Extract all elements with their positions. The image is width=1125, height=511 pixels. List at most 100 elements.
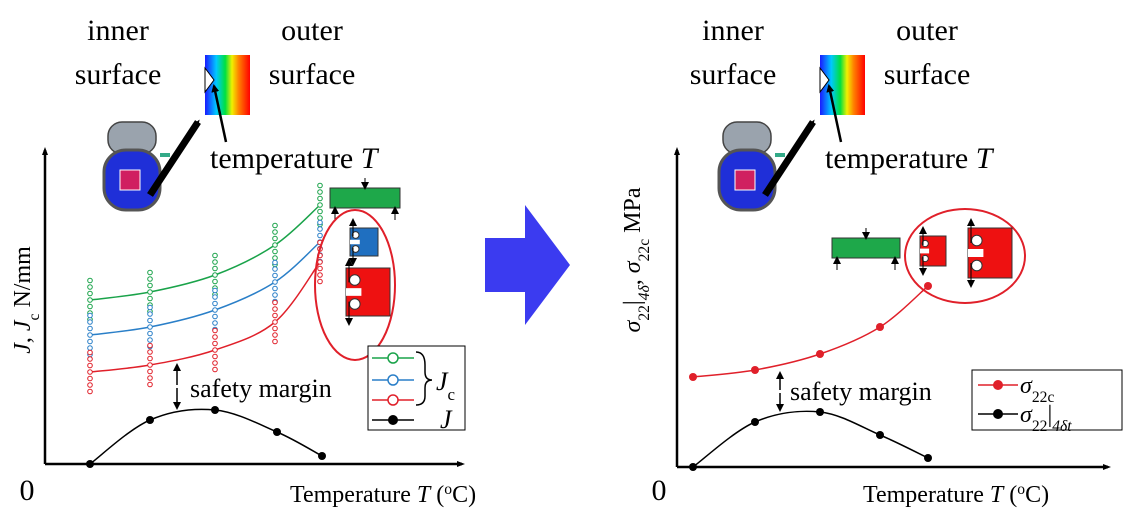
legend-marker [993,380,1003,390]
ct-pin [349,298,361,310]
inner-label-part: inner [87,14,149,47]
crack [819,66,830,94]
temperature-label-part: temperature [210,142,361,175]
vessel-core [119,169,141,191]
jc-point [317,259,323,265]
jc-point [87,290,93,297]
origin-label: 0 [652,474,667,507]
y-axis-label-part: , [620,273,646,285]
beam-specimen [831,237,901,259]
j-point [146,416,154,424]
jc-point [212,265,218,272]
jc-point [272,259,278,266]
outer-label: outer [281,14,343,47]
x-axis-label-part: Temperature [863,482,990,508]
safety-margin-label: safety margin [190,374,332,403]
jc-point [147,304,153,311]
temperature-label-part: T [361,142,380,175]
jc-point [147,355,153,362]
jc-point [87,284,93,290]
outer-label: outer [896,14,958,47]
temperature-label-part: T [976,142,995,175]
temperature-field [205,55,250,115]
ct-pin [349,274,361,286]
legend-label: σ22|4δt [1020,402,1072,435]
jc-point [147,381,153,388]
sigma22-point [816,408,824,416]
jc-point [212,272,218,278]
sigma22c-point [751,366,759,374]
jc-point [87,349,93,356]
y-axis-label-part: N/mm [10,246,36,314]
outer-label-part: outer [281,14,343,47]
inner-label-part: surface [690,58,777,91]
jc-point [212,294,218,300]
inner-label-part: inner [702,14,764,47]
jc-point [272,272,278,279]
jc-point [317,215,323,221]
ct-pin [921,239,929,248]
sigma22-point [924,454,932,462]
jc-point [147,368,153,375]
jc-point [212,278,218,285]
jc-point [212,252,218,259]
jc-curve [89,204,321,301]
ct-notch [968,249,984,257]
y-axis-label-part: , [10,331,36,343]
legend-marker [388,415,398,425]
temperature-label-part: temperature [825,142,976,175]
origin-label: 0 [20,474,35,507]
j-point [318,452,326,460]
jc-point [147,349,153,355]
zoom-arrow [762,119,816,197]
jc-point [272,306,278,312]
jc-point [147,362,153,368]
sigma22c-point [689,373,697,381]
legend-label-part: 4δt [1052,418,1072,435]
jc-point [272,325,278,332]
temperature-label: temperature T [210,142,380,175]
legend-marker [993,409,1003,419]
ct-pin [351,231,360,239]
jc-point [147,295,153,302]
legend-label: J [440,405,453,434]
jc-point [317,182,323,189]
specimen-ring [314,209,396,361]
jc-point [87,338,93,345]
x-axis-label-part: T [417,482,432,508]
jc-point [87,319,93,325]
ct-pin [971,259,983,272]
jc-point [212,353,218,360]
jc-point [272,285,278,292]
zoom-arrow [147,119,201,197]
ct-notch [920,248,930,254]
jc-point [212,300,218,307]
sigma22c-point [924,282,932,290]
x-axis-label: Temperature T (oC) [290,481,476,509]
y-axis-label-part: J [10,342,36,354]
inner-label-part: surface [75,58,162,91]
jc-point [147,269,153,276]
ct-pin [921,254,929,263]
jc-point [272,242,278,248]
outer-label: surface [884,58,971,91]
jc-point [87,369,93,375]
jc-point [87,356,93,362]
jc-point [87,297,93,303]
legend-label-part: J [436,367,449,396]
ct-notch [346,288,362,296]
jc-point [272,229,278,235]
jc-point [87,345,93,351]
x-axis-label: Temperature T (oC) [863,481,1049,509]
jc-point [317,195,323,202]
jc-point [317,272,323,278]
jc-point [317,189,323,195]
jc-point [147,342,153,349]
jc-point [212,327,218,334]
legend-label: σ22c [1020,373,1054,406]
y-axis-label-part: 4δ [636,284,653,300]
x-axis-label-part: Temperature [290,482,417,508]
jc-point [212,340,218,347]
y-axis-label: σ22|4δ, σ22c MPa [620,187,653,332]
